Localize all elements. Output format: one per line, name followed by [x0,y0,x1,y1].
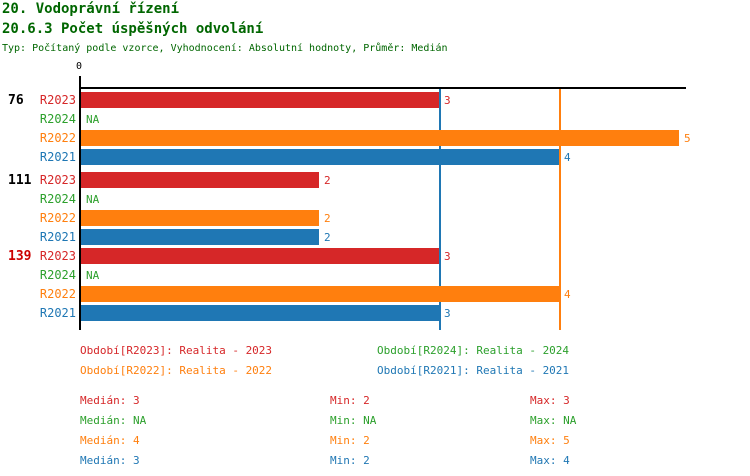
median-line-r2021 [439,88,441,330]
bar-value-label-r2022: 5 [684,132,691,145]
stat-max-r2021: Max: 4 [530,454,570,467]
bar-r2023 [81,248,439,264]
stat-min-r2021: Min: 2 [330,454,370,467]
row-label-r2024: R2024 [39,268,76,282]
x-axis-line [80,87,686,89]
bar-value-label-r2022: 4 [564,288,571,301]
legend-item-r2022: Období[R2022]: Realita - 2022 [80,364,273,377]
legend-item-r2021: Období[R2021]: Realita - 2021 [377,364,570,377]
row-label-r2021: R2021 [39,306,76,320]
row-label-r2023: R2023 [39,249,76,263]
bar-r2022 [81,210,319,226]
stat-median-r2023: Medián: 3 [80,394,140,407]
page-subtitle: 20.6.3 Počet úspěšných odvolání [2,21,264,37]
stat-max-r2022: Max: 5 [530,434,570,447]
row-label-r2024: R2024 [39,192,76,206]
chart-meta-line: Typ: Počítaný podle vzorce, Vyhodnocení:… [2,43,448,54]
bar-value-label-r2023: 3 [444,250,451,263]
stat-min-r2023: Min: 2 [330,394,370,407]
bar-value-label-r2021: 3 [444,307,451,320]
bar-na-label-r2024: NA [86,113,100,126]
row-label-r2021: R2021 [39,150,76,164]
bar-value-label-r2021: 2 [324,231,331,244]
y-axis-line [79,76,81,330]
bar-na-label-r2024: NA [86,193,100,206]
bar-value-label-r2022: 2 [324,212,331,225]
bar-r2023 [81,92,439,108]
stat-max-r2023: Max: 3 [530,394,570,407]
stat-min-r2022: Min: 2 [330,434,370,447]
bar-r2021 [81,229,319,245]
group-total-label: 76 [8,93,24,108]
row-label-r2023: R2023 [39,173,76,187]
bar-r2023 [81,172,319,188]
bar-r2021 [81,305,439,321]
row-label-r2021: R2021 [39,230,76,244]
stat-median-r2024: Medián: NA [80,414,147,427]
group-total-label: 111 [8,173,32,188]
group-total-label: 139 [8,249,32,264]
bar-na-label-r2024: NA [86,269,100,282]
stat-min-r2024: Min: NA [330,414,377,427]
bar-value-label-r2021: 4 [564,151,571,164]
legend-item-r2023: Období[R2023]: Realita - 2023 [80,344,273,357]
bar-r2021 [81,149,559,165]
stat-max-r2024: Max: NA [530,414,577,427]
bar-r2022 [81,130,679,146]
row-label-r2022: R2022 [39,131,76,145]
legend-item-r2024: Období[R2024]: Realita - 2024 [377,344,570,357]
row-label-r2024: R2024 [39,112,76,126]
bar-value-label-r2023: 3 [444,94,451,107]
row-label-r2022: R2022 [39,287,76,301]
median-line-r2022 [559,88,561,330]
bar-value-label-r2023: 2 [324,174,331,187]
axis-origin-label: 0 [76,61,83,72]
stat-median-r2022: Medián: 4 [80,434,140,447]
row-label-r2022: R2022 [39,211,76,225]
row-label-r2023: R2023 [39,93,76,107]
page-title: 20. Vodoprávní řízení [2,1,180,17]
stat-median-r2021: Medián: 3 [80,454,140,467]
bar-r2022 [81,286,559,302]
